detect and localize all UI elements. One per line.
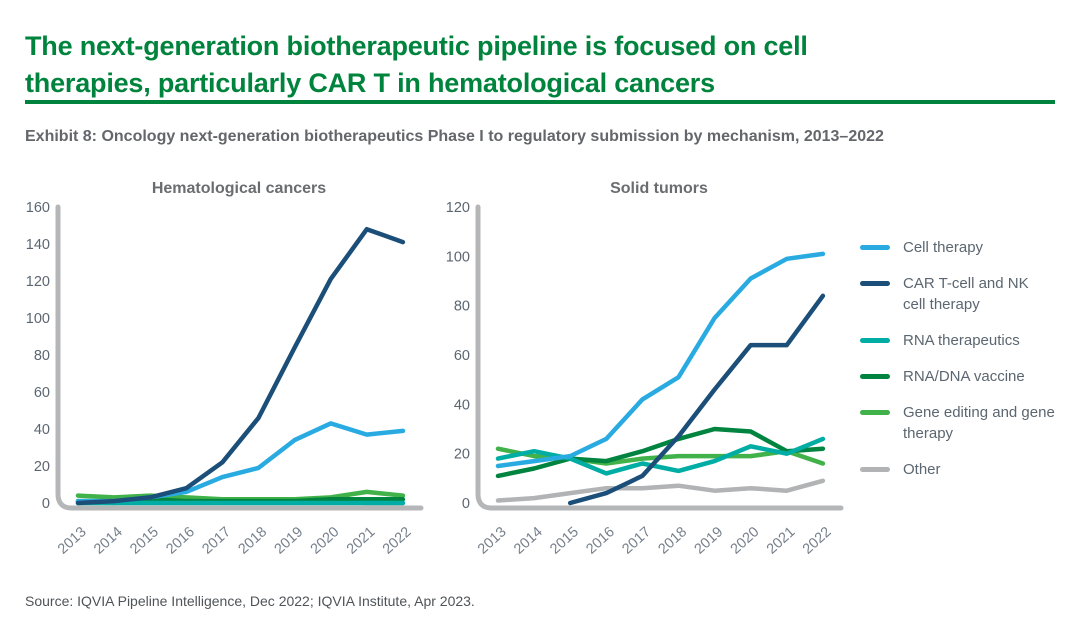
y-axis-tick-label: 60 [34,385,50,401]
legend-item-rna-dna-vaccine: RNA/DNA vaccine [860,366,1055,387]
x-axis-year-label: 2016 [583,524,618,557]
legend-swatch-car-t-cell-and-nk-cell-therapy [860,281,890,286]
source-note: Source: IQVIA Pipeline Intelligence, Dec… [25,593,475,609]
legend-swatch-other [860,467,890,472]
page-title-line-1: The next-generation biotherapeutic pipel… [25,31,808,62]
legend-item-rna-therapeutics: RNA therapeutics [860,330,1055,351]
chart-title: Hematological cancers [152,180,326,197]
x-axis-year-label: 2017 [199,524,234,557]
legend-item-cell-therapy: Cell therapy [860,237,1055,258]
y-axis-tick-label: 20 [454,447,470,463]
y-axis-tick-label: 0 [42,496,50,512]
x-axis-year-label: 2015 [547,524,582,557]
legend-label: Other [903,461,941,478]
chart-solid-tumors: Solid tumors 0 20 40 60 80 100 120 2013 2014 2015 2… [428,173,853,583]
y-axis-tick-label: 40 [34,422,50,438]
y-axis-tick-label: 120 [26,274,50,290]
series-line-car-t-cell-and-nk-cell-therapy [75,226,406,506]
chart-legend: Cell therapy CAR T-cell and NK cell thera… [860,237,1055,480]
legend-item-car-t-cell-and-nk-cell-therapy: CAR T-cell and NK cell therapy [860,273,1055,315]
legend-label: Cell therapy [903,239,984,256]
series-line-cell-therapy [75,421,406,504]
axis-lines [475,204,844,511]
x-axis-year-label: 2020 [728,524,763,557]
legend-label: RNA/DNA vaccine [903,368,1025,385]
legend-swatch-gene-editing-and-gene-therapy [860,410,890,415]
series-line-other [495,478,826,503]
x-axis-year-label: 2020 [308,524,343,557]
x-axis-year-label: 2019 [272,524,307,557]
y-axis-tick-label: 60 [454,348,470,364]
page-title-line-2: therapies, particularly CAR T in hematol… [25,68,715,99]
x-axis-year-label: 2021 [764,524,799,557]
legend-swatch-cell-therapy [860,245,890,250]
x-axis-year-label: 2019 [692,524,727,557]
exhibit-caption: Exhibit 8: Oncology next-generation biot… [25,128,884,145]
y-axis-tick-label: 160 [26,200,50,216]
y-axis-tick-label: 0 [462,496,470,512]
legend-label: Gene editing and gene therapy [903,404,1055,442]
x-axis-year-label: 2021 [344,524,379,557]
x-axis-year-label: 2018 [235,524,270,557]
series-line-rna-therapeutics [495,436,826,476]
series-line-cell-therapy [495,251,826,469]
axis-lines [55,204,424,511]
legend-label: CAR T-cell and NK cell therapy [903,275,1029,313]
title-divider [25,100,1055,104]
x-axis-year-label: 2016 [163,524,198,557]
legend-item-gene-editing-and-gene-therapy: Gene editing and gene therapy [860,402,1055,444]
x-axis-year-label: 2014 [511,524,546,557]
x-axis-year-label: 2018 [655,524,690,557]
y-axis-tick-label: 100 [26,311,50,327]
x-axis-year-label: 2017 [619,524,654,557]
y-axis-tick-label: 140 [26,237,50,253]
y-axis-tick-label: 20 [34,459,50,475]
x-axis-year-label: 2014 [91,524,126,557]
x-axis-year-label: 2022 [380,524,415,557]
series-line-car-t-cell-and-nk-cell-therapy [567,293,826,506]
y-axis-tick-label: 100 [446,249,470,265]
legend-swatch-rna-therapeutics [860,338,890,343]
x-axis-year-label: 2022 [800,524,835,557]
y-axis-tick-label: 80 [34,348,50,364]
x-axis-year-label: 2013 [55,524,90,557]
page-title: The next-generation biotherapeutic pipel… [25,28,1040,102]
legend-label: RNA therapeutics [903,332,1020,349]
x-axis-year-label: 2015 [127,524,162,557]
y-axis-tick-label: 80 [454,299,470,315]
y-axis-tick-label: 40 [454,397,470,413]
legend-item-other: Other [860,459,1055,480]
chart-title: Solid tumors [610,180,708,197]
legend-swatch-rna-dna-vaccine [860,374,890,379]
y-axis-tick-label: 120 [446,200,470,216]
x-axis-year-label: 2013 [475,524,510,557]
hematological-cancers-plot: Hematological cancers 0 20 40 60 80 100 120 140 1… [26,180,424,558]
chart-hematological-cancers: Hematological cancers 0 20 40 60 80 100 120 140 1… [8,173,433,583]
series-line-rna-dna-vaccine [495,426,826,479]
